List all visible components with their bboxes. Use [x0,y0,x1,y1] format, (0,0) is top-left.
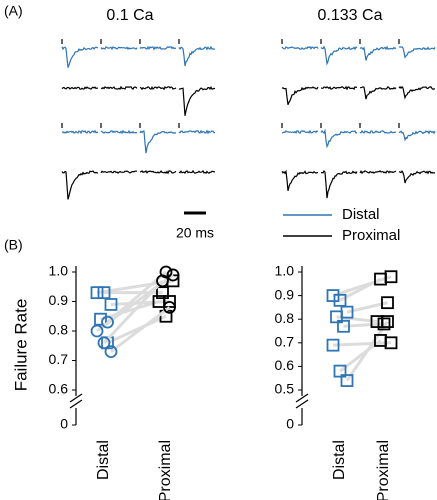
trace [359,129,397,135]
y-tick-label: 1.0 [49,263,69,279]
condition-title: 0.133 Ca [318,7,383,24]
trace [359,169,397,175]
point [381,315,394,328]
y-tick-label: 1.0 [275,263,295,279]
condition-title: 0.1 Ca [106,7,153,24]
x-tick-label: Distal [95,440,112,480]
point [374,272,387,286]
trace [100,85,138,91]
pair-line [332,275,392,298]
y-tick-label: 0.6 [275,357,295,373]
trace [178,85,216,116]
legend-label: Distal [342,206,380,223]
y-tick-label: 0.9 [275,286,295,302]
pair-line [100,300,160,321]
point [97,336,111,350]
y-tick-label: 0 [60,416,68,432]
trace [398,46,436,59]
point [337,319,350,333]
axis-break [69,393,83,403]
axis-break [295,399,309,409]
pair-line [339,339,382,373]
trace [139,85,177,91]
trace [139,45,177,51]
y-tick-label: 0.7 [275,334,295,350]
traces [61,39,436,200]
trace [178,169,216,175]
point [152,295,166,308]
pair-line [346,301,388,314]
trace [178,45,216,67]
y-tick-label: 0.9 [49,292,69,308]
trace [281,46,319,51]
pair-line [110,306,171,353]
trace [281,169,318,191]
pair-line [102,279,164,344]
legend-label: Proximal [342,227,400,244]
trace [61,129,99,135]
point [94,312,107,326]
trace [398,85,436,100]
point [104,298,118,311]
pair-line [106,314,167,345]
x-tick-label: Proximal [375,440,392,500]
trace [398,169,436,184]
scale-label: 20 ms [176,225,214,241]
point [326,338,340,352]
point [101,315,114,329]
point [166,268,180,282]
y-tick-label: 0.5 [275,381,295,397]
trace [359,86,397,100]
trace [61,46,99,68]
y-axis-label: Failure Rate [11,299,30,392]
point [333,364,347,378]
point [374,334,387,347]
trace [61,170,98,200]
trace [320,45,358,66]
trace [100,170,138,174]
trace [178,129,215,135]
pair-line [343,322,385,328]
point [333,293,347,307]
point [163,300,176,314]
point [377,317,391,331]
x-tick-label: Distal [331,440,348,480]
y-tick-label: 0.6 [49,381,69,397]
trace [281,86,319,106]
pair-line [332,341,392,347]
point [97,286,111,300]
point [330,310,343,324]
point [90,324,104,338]
trace [320,85,358,91]
y-tick-label: 0.8 [275,310,295,326]
trace [100,129,138,135]
y-tick-label: 0.7 [49,351,69,367]
trace [139,170,177,175]
point [104,345,118,359]
axis-break [69,399,83,409]
trace [139,130,177,154]
trace [100,45,138,51]
trace [281,129,319,135]
point [90,286,104,300]
pair-line [339,277,382,302]
y-tick-label: 0.8 [49,322,69,338]
trace [359,45,397,61]
axis-break [295,393,309,403]
trace [320,128,358,149]
trace [61,86,98,90]
point [156,274,169,288]
trace [320,169,358,199]
x-tick-label: Proximal [157,440,174,500]
panel-label: (B) [4,237,23,253]
pair-line [345,320,389,382]
point [340,374,354,387]
point [381,296,394,310]
panel-label: (A) [4,3,23,19]
y-tick-label: 0 [286,416,294,432]
trace [398,130,436,142]
